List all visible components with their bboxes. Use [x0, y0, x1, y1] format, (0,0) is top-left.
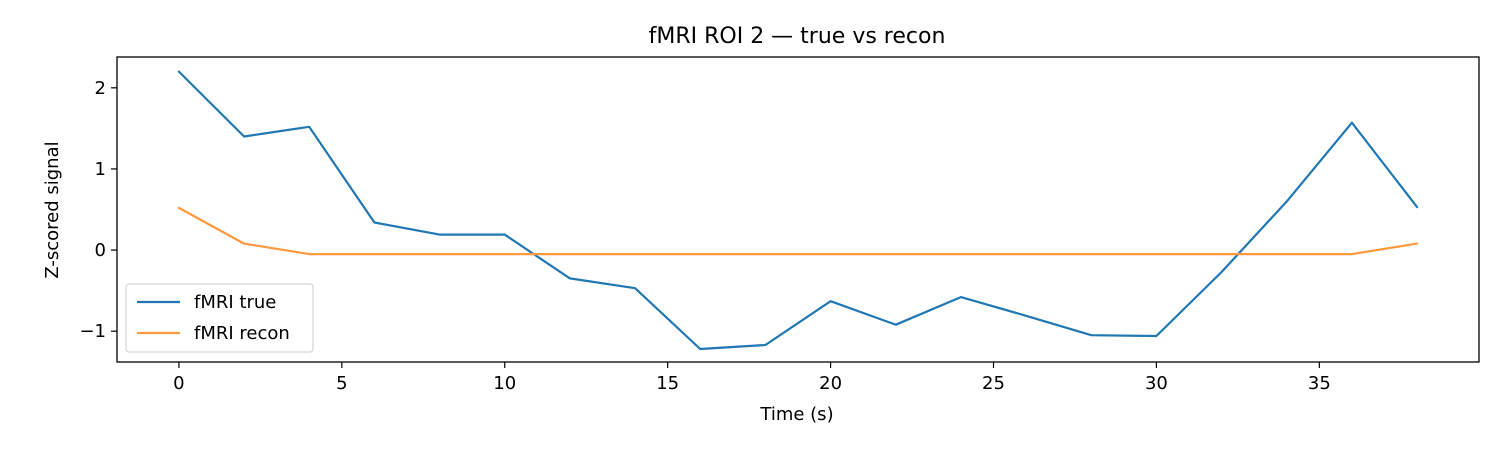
- y-tick-label: 2: [95, 78, 106, 99]
- x-tick-label: 15: [656, 373, 679, 394]
- x-axis-label: Time (s): [759, 404, 833, 425]
- x-tick-label: 30: [1145, 373, 1168, 394]
- x-tick-label: 5: [336, 373, 347, 394]
- series-line-recon: [177, 206, 1419, 256]
- x-tick-label: 35: [1308, 373, 1331, 394]
- x-tick-label: 10: [493, 373, 516, 394]
- x-axis: 0 5 10 15 20 25 30 35: [173, 362, 1331, 394]
- x-tick-label: 25: [982, 373, 1005, 394]
- plot-area: [116, 56, 1480, 363]
- legend: fMRI true fMRI recon: [125, 283, 314, 353]
- chart-title: fMRI ROI 2 — true vs recon: [649, 24, 946, 49]
- x-tick-label: 0: [173, 373, 184, 394]
- legend-label-recon: fMRI recon: [194, 323, 290, 344]
- legend-label-true: fMRI true: [194, 292, 276, 313]
- series-layer: [177, 70, 1419, 351]
- y-tick-label: 0: [95, 240, 106, 261]
- x-tick-label: 20: [819, 373, 842, 394]
- y-tick-label: 1: [95, 159, 106, 180]
- y-axis: −1 0 1 2: [79, 78, 117, 342]
- plot-frame: [116, 56, 1480, 363]
- series-line-true: [177, 70, 1419, 351]
- y-axis-label: Z-scored signal: [42, 141, 63, 278]
- y-tick-label: −1: [79, 321, 106, 342]
